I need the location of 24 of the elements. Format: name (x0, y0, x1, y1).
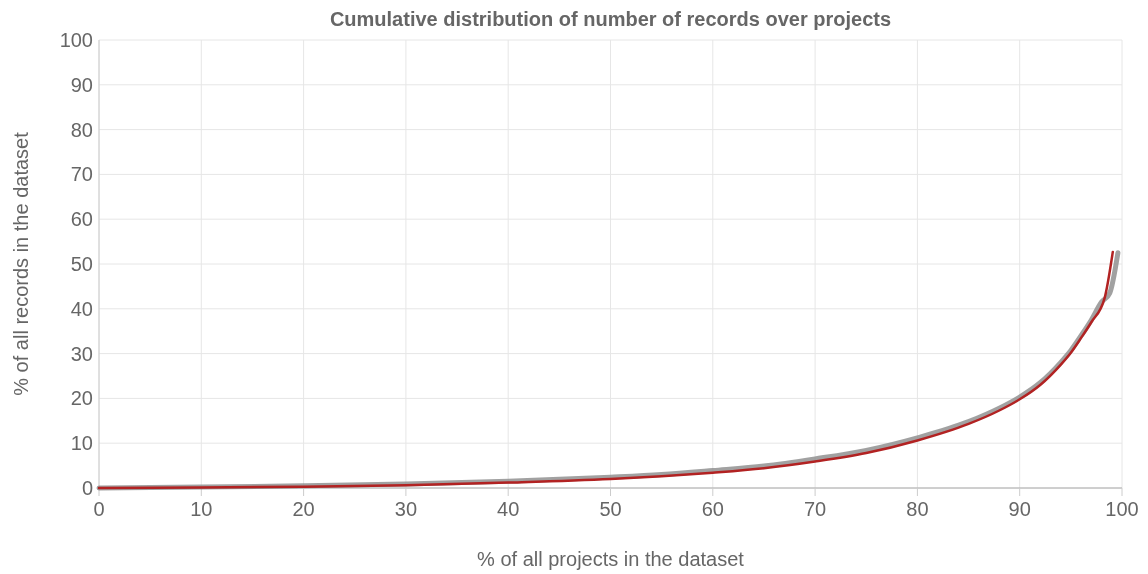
y-tick-label: 90 (70, 73, 93, 96)
x-tick-label: 40 (497, 498, 520, 520)
y-tick-label: 0 (81, 477, 93, 499)
x-axis-title: % of all projects in the dataset (477, 548, 745, 570)
chart-title: Cumulative distribution of number of records over projects (329, 8, 892, 30)
y-axis-title: % of all records in the dataset (10, 131, 32, 396)
y-tick-label: 30 (70, 342, 93, 365)
y-tick-label: 60 (70, 208, 93, 231)
y-tick-label: 70 (70, 163, 93, 186)
y-tick-label: 40 (70, 297, 93, 320)
x-tick-label: 30 (394, 498, 418, 520)
x-tick-label: 60 (701, 498, 724, 520)
y-tick-label: 100 (59, 29, 93, 51)
y-tick-label: 50 (70, 253, 93, 275)
y-tick-label: 20 (70, 387, 93, 410)
x-tick-label: 100 (1105, 498, 1139, 520)
x-tick-label: 80 (906, 498, 929, 520)
y-tick-label: 10 (70, 432, 93, 455)
y-tick-label: 80 (70, 118, 93, 141)
x-tick-label: 10 (190, 498, 213, 520)
x-tick-label: 50 (599, 498, 622, 520)
x-tick-label: 20 (292, 498, 315, 520)
x-tick-label: 70 (803, 498, 827, 520)
x-tick-label: 90 (1008, 498, 1031, 520)
